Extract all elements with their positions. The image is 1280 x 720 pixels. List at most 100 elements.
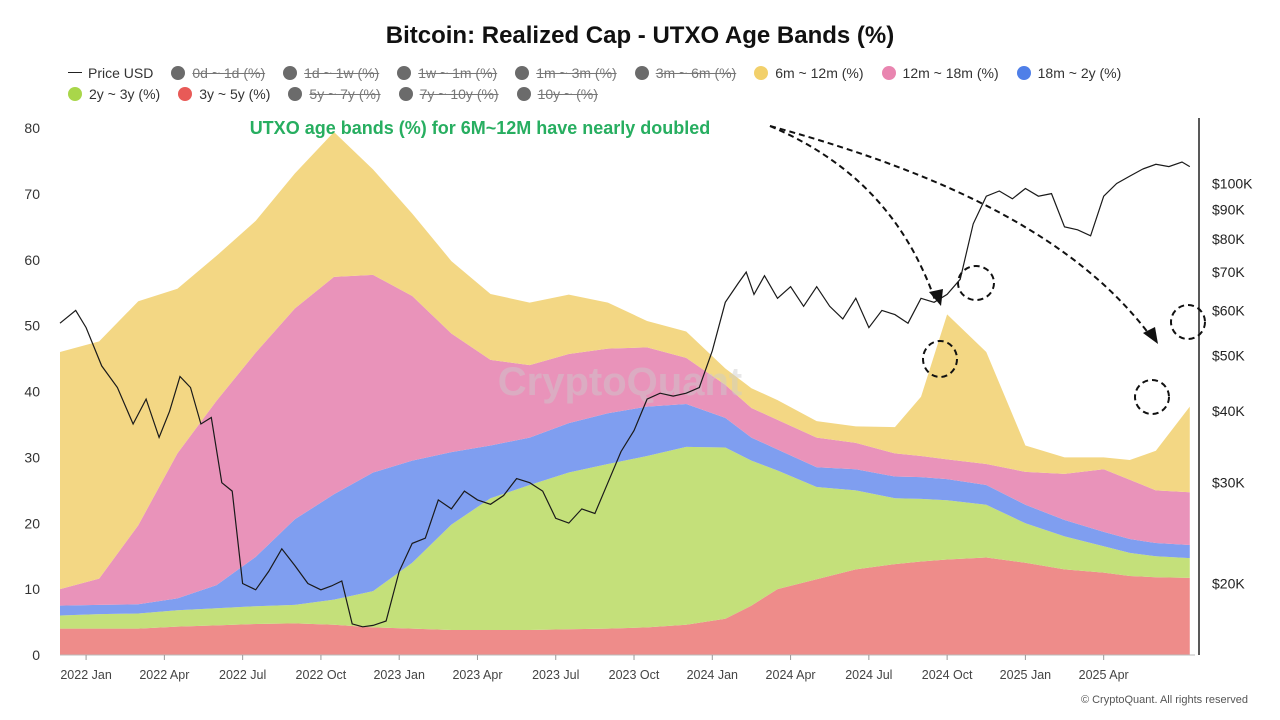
y-right-tick-label: $70K [1212, 264, 1245, 280]
legend-item[interactable]: 0d ~ 1d (%) [171, 65, 265, 81]
legend-label: 1w ~ 1m (%) [418, 64, 498, 81]
x-tick-label: 2022 Apr [139, 668, 189, 682]
copyright: © CryptoQuant. All rights reserved [1080, 694, 1248, 706]
legend-label: 3m ~ 6m (%) [655, 64, 737, 81]
x-tick-label: 2025 Apr [1079, 668, 1129, 682]
legend-dot-swatch [288, 86, 303, 101]
highlight-circle-4 [1170, 304, 1206, 340]
legend-dot-swatch [178, 86, 193, 101]
x-tick-label: 2022 Oct [296, 668, 347, 682]
arrowhead-1 [929, 289, 943, 306]
watermark: CryptoQuant [498, 360, 742, 404]
annotation-arrow-1 [769, 125, 936, 301]
y-tick-label: 30 [24, 449, 40, 465]
y-tick-label: 10 [24, 581, 40, 597]
highlight-circle-3 [1134, 379, 1170, 415]
y-right-tick-label: $100K [1212, 175, 1253, 191]
legend-item[interactable]: 12m ~ 18m (%) [881, 64, 999, 81]
area-3y-5y- [60, 557, 1190, 655]
y-right-tick-label: $60K [1212, 302, 1245, 318]
legend-label: 12m ~ 18m (%) [902, 64, 999, 81]
legend: Price USD 0d ~ 1d (%) 1d ~ 1w (%) 1w ~ 1m (… [68, 62, 1228, 104]
legend-item[interactable]: Price USD [68, 65, 153, 81]
legend-dot-swatch [515, 65, 530, 80]
x-tick-label: 2023 Jul [532, 668, 579, 682]
area-6m-12m- [60, 131, 1190, 590]
legend-dot-swatch [1016, 65, 1031, 80]
annotation-arrow-2 [769, 125, 1153, 339]
y-tick-label: 0 [32, 647, 40, 663]
y-tick-label: 70 [24, 186, 40, 202]
stacked-areas [60, 131, 1190, 655]
legend-item[interactable]: 3y ~ 5y (%) [178, 86, 270, 102]
legend-label: 2y ~ 3y (%) [89, 85, 161, 102]
legend-label: 6m ~ 12m (%) [775, 64, 864, 81]
x-tick-label: 2022 Jul [219, 668, 266, 682]
legend-dot-swatch [397, 65, 412, 80]
y-right-tick-label: $30K [1212, 475, 1245, 491]
legend-label: 1d ~ 1w (%) [304, 64, 380, 81]
legend-row-1: Price USD 0d ~ 1d (%) 1d ~ 1w (%) 1w ~ 1m (… [68, 62, 1228, 83]
legend-item[interactable]: 10y ~ (%) [516, 85, 598, 102]
legend-label: 0d ~ 1d (%) [192, 64, 266, 81]
legend-dot-swatch [516, 86, 531, 101]
legend-dot-swatch [68, 86, 82, 101]
legend-dot-swatch [398, 86, 413, 101]
legend-item[interactable]: 7y ~ 10y (%) [398, 85, 499, 102]
legend-item[interactable]: 2y ~ 3y (%) [68, 86, 160, 102]
y-right-tick-label: $50K [1212, 348, 1245, 364]
highlight-circle-1 [922, 340, 958, 378]
x-tick-label: 2023 Apr [452, 668, 502, 682]
y-right-tick-label: $80K [1212, 231, 1245, 247]
price-usd-line [59, 161, 1191, 628]
y-axis-left: 0 10 20 30 40 50 60 70 80 [24, 120, 40, 663]
legend-dot-swatch [171, 65, 186, 80]
x-tick-label: 2024 Jul [845, 668, 892, 682]
highlight-circle-2 [957, 265, 995, 301]
legend-dot-swatch [634, 65, 649, 80]
legend-label: 7y ~ 10y (%) [419, 85, 499, 102]
y-axis-right: $20K $30K $40K $50K $60K $70K $80K $90K $100K [1198, 118, 1253, 655]
area-12m-18m- [60, 274, 1190, 606]
legend-label: 5y ~ 7y (%) [309, 85, 381, 102]
annotation-marks [769, 125, 1206, 415]
area-2y-3y- [60, 446, 1190, 630]
x-tick-label: 2024 Oct [922, 668, 973, 682]
y-tick-label: 40 [24, 384, 40, 400]
annotation-text: UTXO age bands (%) for 6M~12M have nearl… [250, 118, 711, 138]
y-right-tick-label: $90K [1212, 202, 1245, 218]
y-tick-label: 80 [24, 120, 40, 136]
y-tick-label: 20 [24, 515, 40, 531]
arrowhead-2 [1143, 327, 1158, 344]
legend-label: Price USD [88, 64, 154, 81]
area-18m-2y- [60, 404, 1190, 616]
price-line [59, 161, 1191, 628]
legend-item[interactable]: 5y ~ 7y (%) [288, 85, 381, 102]
legend-item[interactable]: 3m ~ 6m (%) [634, 64, 737, 81]
legend-row-2: 2y ~ 3y (%) 3y ~ 5y (%) 5y ~ 7y (%) 7y ~ 10… [68, 83, 1228, 104]
x-tick-label: 2023 Jan [373, 668, 424, 682]
x-tick-label: 2025 Jan [1000, 668, 1051, 682]
legend-label: 10y ~ (%) [537, 85, 598, 102]
legend-item[interactable]: 1d ~ 1w (%) [283, 65, 379, 81]
x-tick-label: 2023 Oct [609, 668, 660, 682]
chart-title: Bitcoin: Realized Cap - UTXO Age Bands (… [385, 22, 895, 49]
x-tick-label: 2022 Jan [60, 668, 111, 682]
legend-dot-swatch [283, 65, 298, 80]
legend-label: 1m ~ 3m (%) [536, 64, 617, 81]
legend-item[interactable]: 1m ~ 3m (%) [515, 65, 617, 81]
legend-line-swatch [68, 72, 82, 73]
y-tick-label: 50 [24, 318, 40, 334]
y-right-tick-label: $40K [1212, 403, 1245, 419]
legend-dot-swatch [881, 65, 896, 80]
x-tick-label: 2024 Apr [766, 668, 816, 682]
legend-label: 18m ~ 2y (%) [1037, 64, 1122, 81]
legend-item[interactable]: 18m ~ 2y (%) [1016, 64, 1122, 81]
legend-label: 3y ~ 5y (%) [199, 85, 271, 102]
y-tick-label: 60 [24, 252, 40, 268]
y-right-tick-label: $20K [1212, 575, 1245, 591]
legend-item[interactable]: 6m ~ 12m (%) [754, 64, 864, 81]
legend-dot-swatch [754, 65, 769, 80]
legend-item[interactable]: 1w ~ 1m (%) [397, 65, 497, 81]
